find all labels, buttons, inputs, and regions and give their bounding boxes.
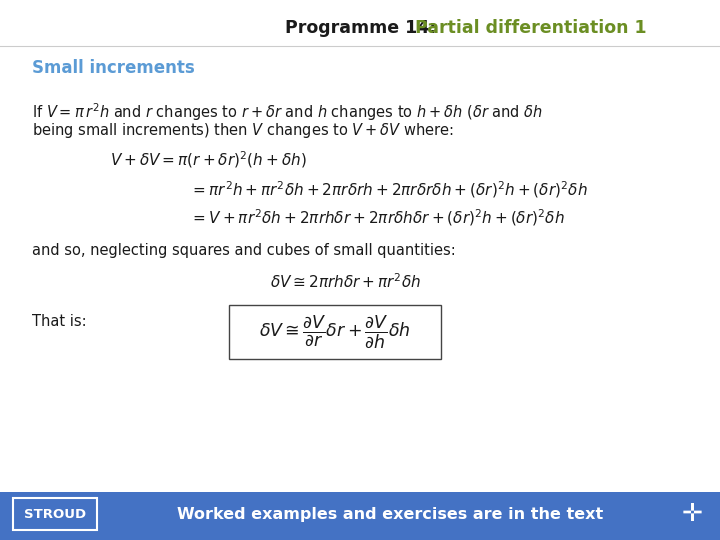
- FancyBboxPatch shape: [229, 305, 441, 359]
- Text: $\delta V\cong\dfrac{\partial V}{\partial r}\delta r+\dfrac{\partial V}{\partial: $\delta V\cong\dfrac{\partial V}{\partia…: [259, 314, 410, 350]
- Text: That is:: That is:: [32, 314, 86, 329]
- Text: being small increments) then $V$ changes to $V+\delta V$ where:: being small increments) then $V$ changes…: [32, 120, 454, 139]
- Text: Worked examples and exercises are in the text: Worked examples and exercises are in the…: [177, 508, 603, 523]
- Text: $=V+\pi r^2\delta h+2\pi rh\delta r+2\pi r\delta h\delta r+(\delta r)^2h+(\delta: $=V+\pi r^2\delta h+2\pi rh\delta r+2\pi…: [190, 208, 565, 228]
- Text: $=\pi r^2h+\pi r^2\delta h+2\pi r\delta rh+2\pi r\delta r\delta h+(\delta r)^2h+: $=\pi r^2h+\pi r^2\delta h+2\pi r\delta …: [190, 180, 588, 200]
- Text: and so, neglecting squares and cubes of small quantities:: and so, neglecting squares and cubes of …: [32, 242, 456, 258]
- Text: Programme 14:: Programme 14:: [285, 19, 449, 37]
- Text: ✛: ✛: [682, 502, 703, 526]
- Text: Partial differentiation 1: Partial differentiation 1: [415, 19, 647, 37]
- Text: If $V=\pi\,r^2h$ and $r$ changes to $r+\delta r$ and $h$ changes to $h+\delta h$: If $V=\pi\,r^2h$ and $r$ changes to $r+\…: [32, 101, 543, 123]
- Text: Small increments: Small increments: [32, 59, 194, 77]
- FancyBboxPatch shape: [13, 498, 97, 530]
- Text: STROUD: STROUD: [24, 509, 86, 522]
- Text: $V+\delta V=\pi(r+\delta r)^2(h+\delta h)$: $V+\delta V=\pi(r+\delta r)^2(h+\delta h…: [110, 150, 307, 170]
- Text: $\delta V\cong 2\pi rh\delta r+\pi r^2\delta h$: $\delta V\cong 2\pi rh\delta r+\pi r^2\d…: [270, 273, 421, 292]
- Bar: [0, 492, 720, 540]
